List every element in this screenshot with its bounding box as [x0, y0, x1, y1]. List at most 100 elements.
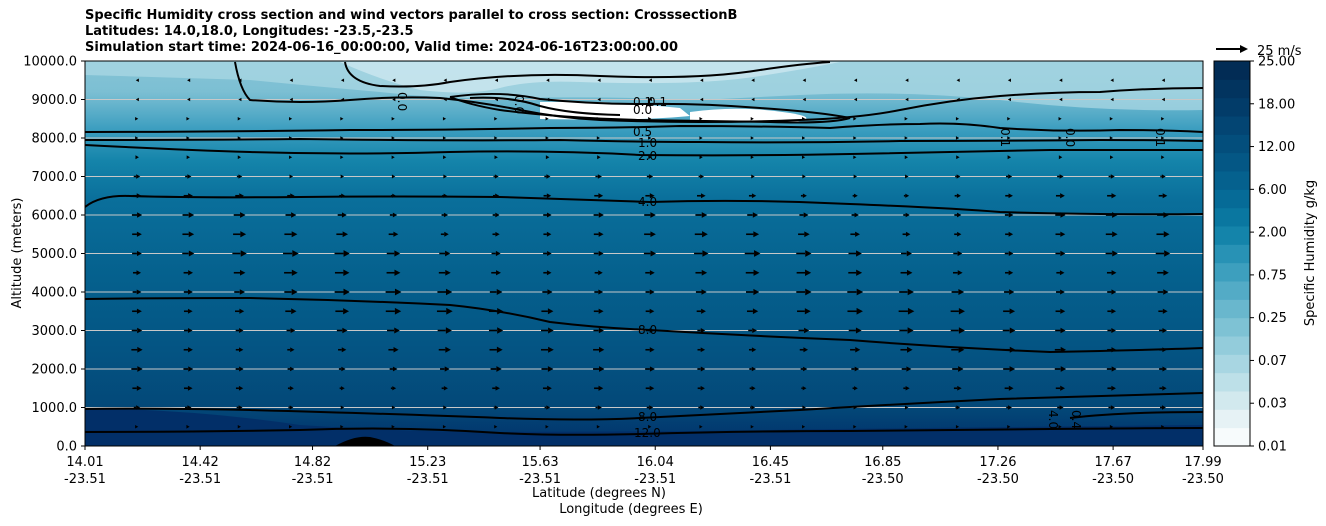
x-tick-label-lon: -23.51 [519, 472, 561, 487]
wind-vector-head [1162, 328, 1167, 333]
wind-vector-head [187, 385, 193, 391]
wind-vector-head [1008, 231, 1014, 237]
y-tick-label: 7000.0 [32, 170, 78, 185]
wind-vector-head [392, 78, 396, 83]
wind-vector-head [596, 136, 600, 140]
colorbar-swatch [1214, 391, 1250, 410]
wind-vector-head [289, 174, 294, 179]
wind-vector-head [1112, 212, 1118, 218]
wind-vector-head [853, 78, 858, 83]
wind-vector-head [1060, 327, 1066, 334]
wind-vector-head [442, 136, 447, 140]
colorbar-swatch [1214, 317, 1250, 337]
contour-8.0-lower [85, 392, 1203, 421]
wind-vector-head [956, 155, 960, 160]
wind-vector-head [699, 424, 703, 429]
wind-vector-head [1060, 308, 1066, 314]
wind-vector-head [598, 308, 604, 314]
wind-vector-head [1007, 97, 1011, 102]
wind-vector-head [496, 288, 503, 296]
wind-vector-head [1161, 405, 1166, 410]
colorbar-tick-label: 6.00 [1258, 183, 1287, 198]
wind-vector-head [187, 97, 191, 102]
colorbar-swatch [1214, 226, 1250, 245]
colorbar-swatch [1214, 207, 1250, 227]
wind-vector-head [598, 250, 604, 257]
wind-vector-head [443, 174, 447, 179]
wind-vector-head [853, 116, 857, 121]
wind-vector-head [1162, 385, 1167, 391]
colorbar-swatch [1214, 244, 1250, 264]
wind-vector-head [958, 327, 965, 334]
wind-vector-head [238, 78, 242, 83]
wind-vector-head [597, 155, 601, 160]
wind-vector-head [237, 136, 241, 140]
wind-vector-head [1060, 289, 1065, 295]
wind-vector-head [754, 250, 761, 257]
wind-vector-head [649, 405, 654, 410]
wind-vector-head [239, 347, 244, 353]
wind-vector-head [494, 155, 498, 160]
terrain-bump [335, 436, 395, 446]
wind-vector-head [752, 327, 757, 334]
wind-vector-head [805, 288, 812, 296]
y-tick-label: 1000.0 [32, 401, 78, 416]
wind-vector-head [137, 212, 143, 218]
wind-vector-head [649, 385, 655, 391]
x-tick-label-lon: -23.50 [862, 472, 904, 487]
wind-vector-head [494, 97, 498, 102]
wind-vectors [131, 78, 1171, 429]
wind-vector-head [391, 424, 395, 429]
wind-vector-head [702, 250, 709, 257]
wind-vector-head [340, 78, 345, 83]
wind-vector-head [598, 231, 604, 237]
wind-vector-head [957, 270, 963, 276]
wind-vector-head [445, 346, 451, 353]
wind-vector-head [956, 174, 961, 179]
wind-vector-head [904, 155, 909, 160]
wind-vector-head [1008, 385, 1014, 391]
wind-vector-head [495, 212, 500, 218]
wind-vector-head [597, 97, 601, 102]
plot-area [85, 61, 1203, 446]
wind-vector-head [1161, 136, 1165, 140]
wind-vector-head [750, 424, 754, 429]
wind-vector-head [239, 328, 244, 333]
wind-vector-head [341, 193, 346, 198]
wind-vector-head [1111, 308, 1117, 314]
wind-vector-head [1161, 155, 1165, 160]
wind-vector-head [955, 136, 960, 140]
wind-vector-head [1111, 366, 1117, 372]
wind-vector-head [598, 270, 603, 276]
y-tick-label: 6000.0 [32, 209, 78, 224]
x-tick-label-lon: -23.50 [1092, 472, 1134, 487]
x-tick-label-lat: 14.82 [294, 455, 331, 470]
colorbar-swatch [1214, 97, 1250, 117]
wind-vector-head [702, 231, 708, 238]
wind-vector-head [751, 405, 756, 410]
wind-vector-head [545, 424, 549, 429]
wind-vector-head [238, 385, 244, 391]
wind-vector-head [649, 289, 655, 295]
wind-vector-head [701, 269, 708, 276]
wind-vector-head [291, 231, 298, 238]
colorbar-swatch [1214, 116, 1250, 135]
wind-vector-head [497, 327, 504, 334]
wind-vector-head [494, 405, 499, 410]
wind-vector-head [802, 116, 806, 121]
x-axis: 14.01 -23.51 14.42 -23.51 14.82 -23.51 15.23 -2… [64, 446, 1224, 487]
wind-vector-head [751, 347, 757, 353]
wind-vector-head [751, 193, 757, 199]
wind-vector-head [495, 193, 500, 198]
wind-vector-head [548, 327, 554, 334]
wind-vector-head [238, 174, 243, 179]
wind-vector-head [700, 174, 705, 179]
x-tick-label-lat: 15.63 [521, 455, 558, 470]
wind-vector-head [802, 193, 807, 198]
y-tick-label: 4000.0 [32, 286, 78, 301]
wind-vector-head [137, 327, 143, 334]
y-tick-label: 10000.0 [23, 55, 77, 70]
wind-vector-head [290, 327, 296, 334]
wind-vector-head [1161, 116, 1165, 121]
wind-vector-head [906, 269, 913, 276]
